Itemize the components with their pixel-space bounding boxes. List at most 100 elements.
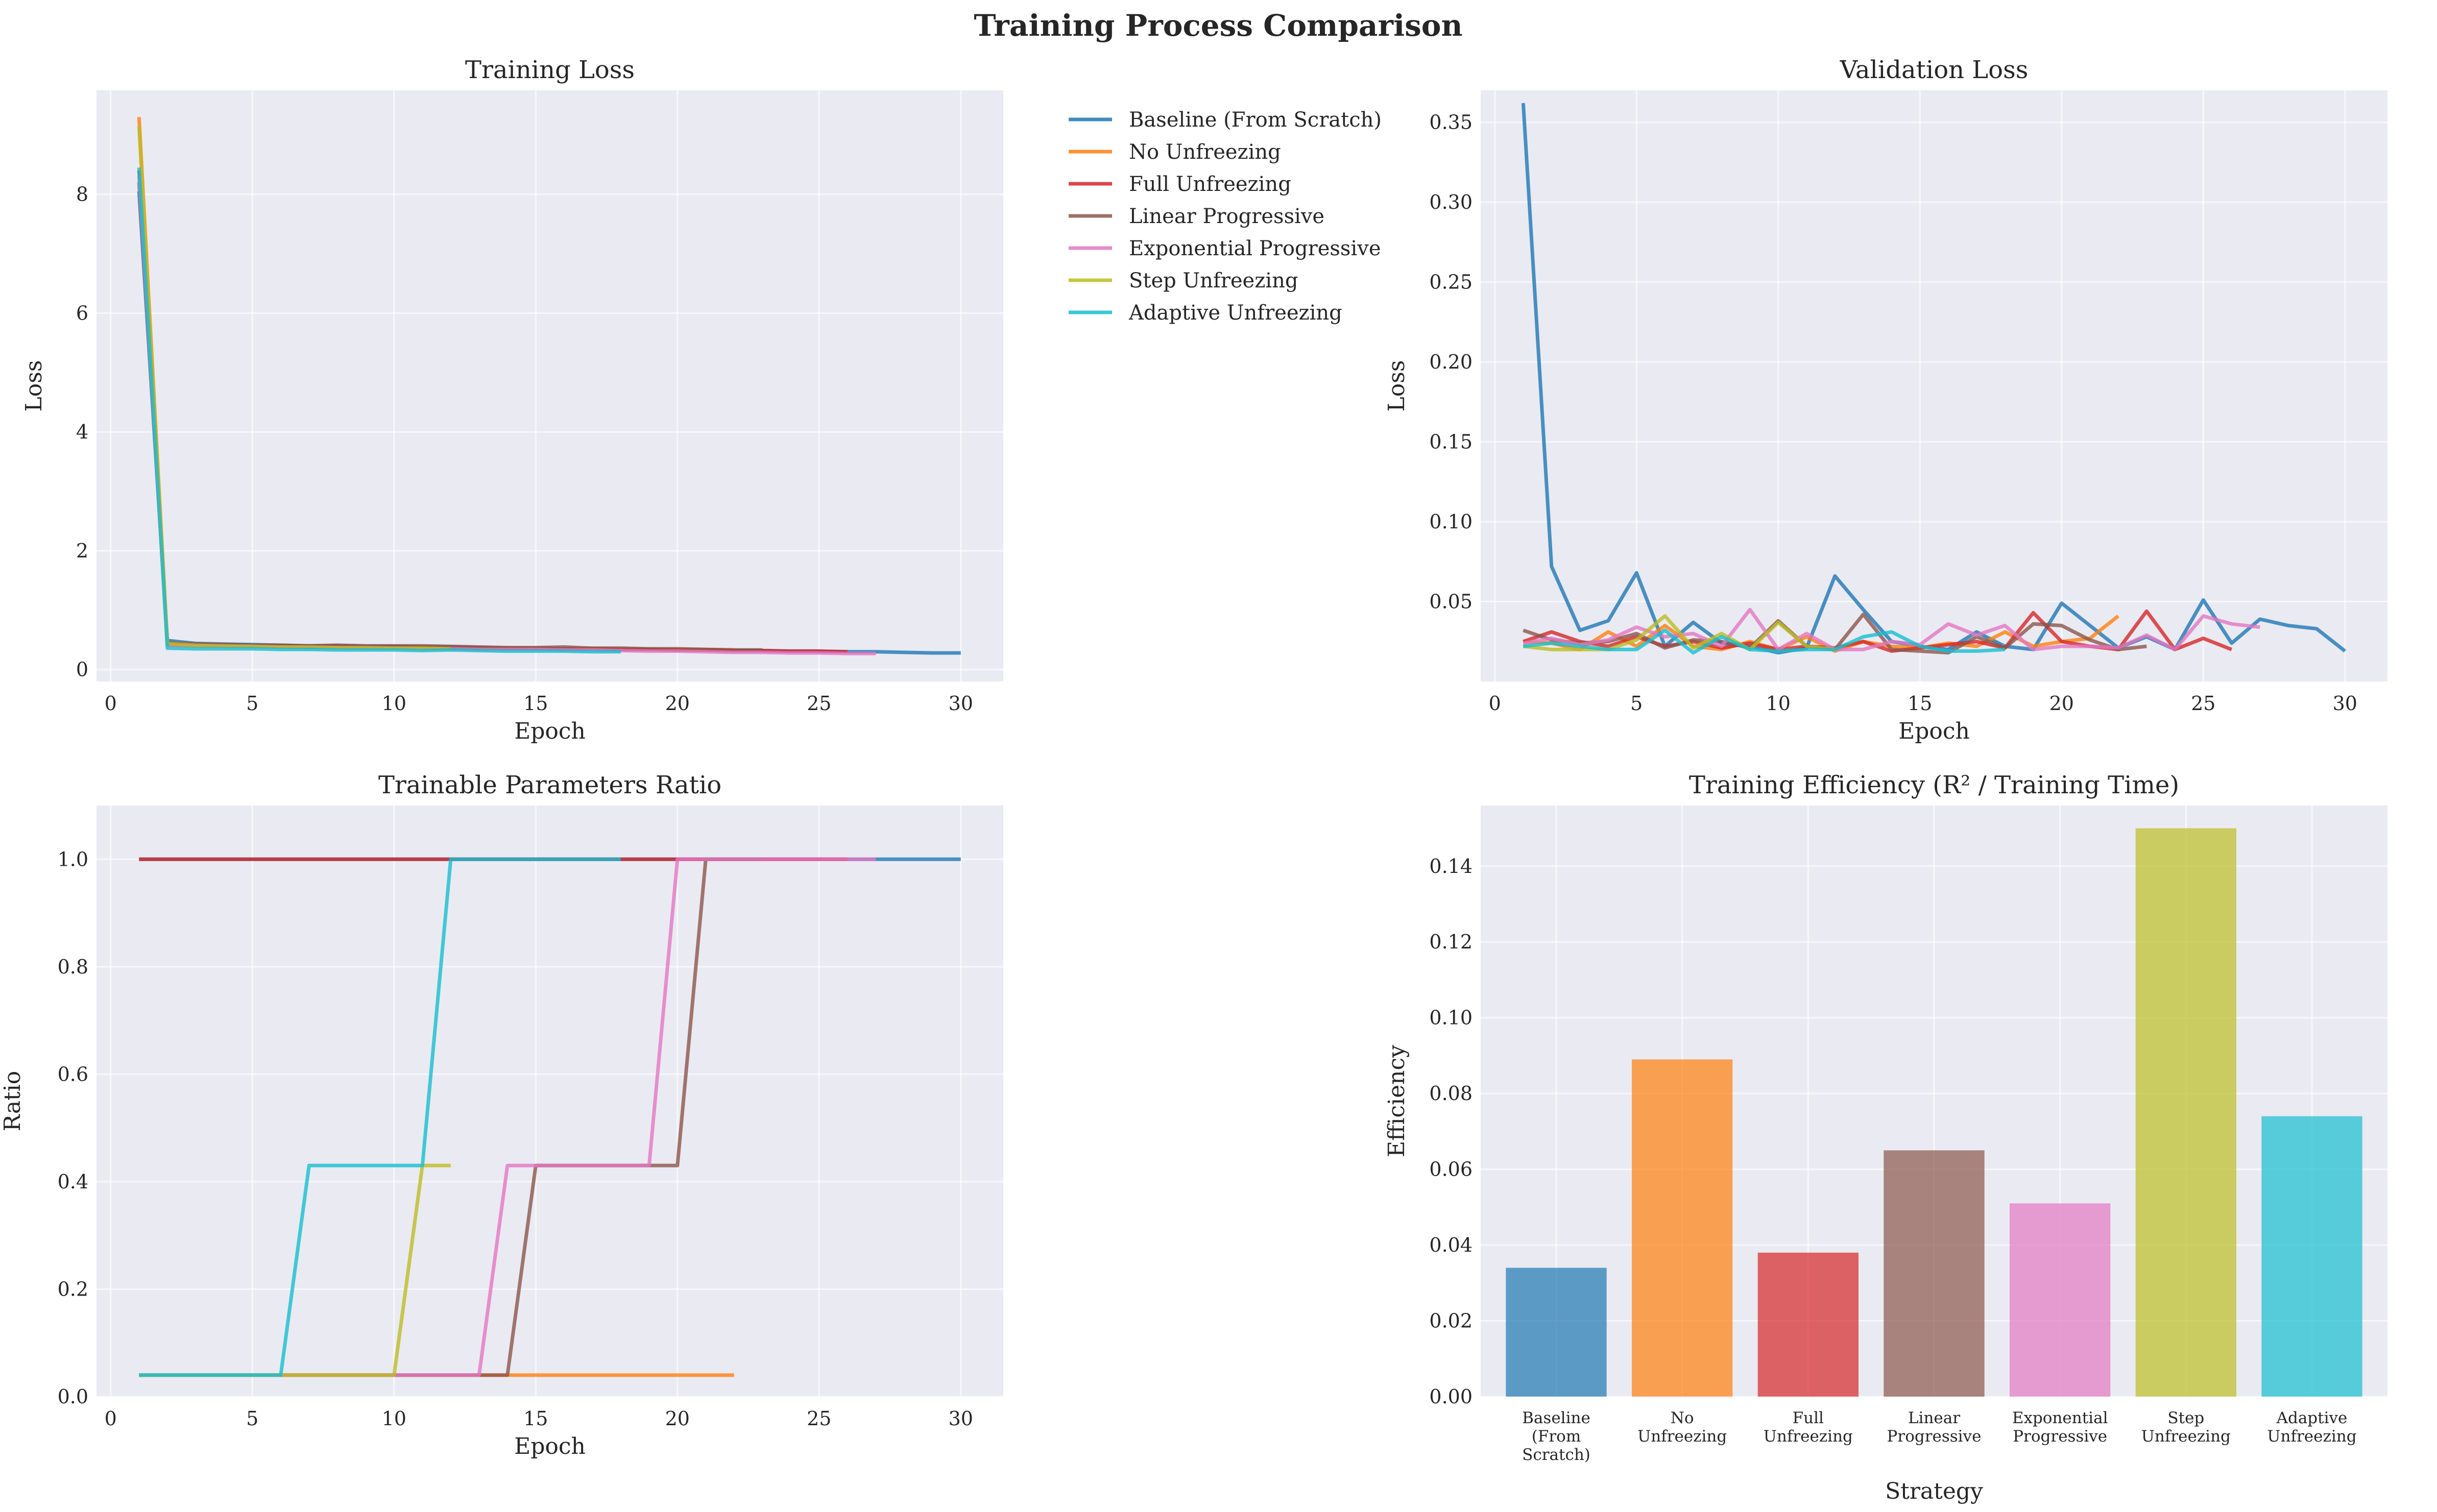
panel-title: Trainable Parameters Ratio bbox=[378, 771, 721, 799]
x-tick-label: Baseline (From Scratch) bbox=[1522, 1409, 1590, 1464]
x-tick-label: 30 bbox=[949, 1407, 973, 1430]
x-tick-label: 20 bbox=[665, 692, 690, 715]
plot-area bbox=[1481, 90, 2387, 681]
y-tick-label: 0.6 bbox=[58, 1063, 88, 1085]
bar bbox=[1632, 1059, 1733, 1397]
x-axis-label: Epoch bbox=[1898, 718, 1970, 744]
x-axis-label: Epoch bbox=[514, 1433, 586, 1459]
x-tick-label: No Unfreezing bbox=[1637, 1409, 1727, 1446]
y-tick-label: 0.12 bbox=[1429, 931, 1473, 953]
legend-entry: Step Unfreezing bbox=[1069, 269, 1298, 292]
y-tick-label: 0.8 bbox=[58, 956, 88, 978]
x-tick-label: 25 bbox=[2191, 692, 2215, 715]
bar bbox=[1506, 1267, 1607, 1397]
x-tick-label: 25 bbox=[807, 1407, 831, 1430]
x-tick-label: 5 bbox=[1630, 692, 1643, 715]
y-tick-label: 4 bbox=[76, 421, 88, 443]
y-tick-label: 0.10 bbox=[1429, 510, 1473, 533]
x-tick-label: 10 bbox=[382, 1407, 406, 1430]
series-line bbox=[1523, 628, 2005, 655]
series-line bbox=[1523, 614, 1836, 651]
y-tick-label: 0.00 bbox=[1429, 1385, 1473, 1408]
legend: Baseline (From Scratch) No Unfreezing Full… bbox=[1069, 108, 1382, 325]
x-tick-label: 20 bbox=[665, 1407, 690, 1430]
x-tick-label: 30 bbox=[2333, 692, 2357, 715]
x-tick-label: 5 bbox=[246, 1407, 258, 1430]
y-tick-label: 0 bbox=[76, 659, 88, 681]
legend-entry: Linear Progressive bbox=[1069, 205, 1324, 228]
series-line bbox=[137, 126, 451, 651]
x-tick-label: Step Unfreezing bbox=[2141, 1409, 2231, 1446]
legend-entry: Baseline (From Scratch) bbox=[1069, 108, 1382, 132]
y-tick-label: 0.0 bbox=[58, 1385, 88, 1408]
x-tick-label: 30 bbox=[949, 692, 973, 715]
y-axis-label: Loss bbox=[21, 360, 47, 412]
legend-label: No Unfreezing bbox=[1129, 140, 1281, 164]
x-tick-label: 5 bbox=[246, 692, 258, 715]
x-tick-label: 10 bbox=[1766, 692, 1791, 715]
y-tick-label: 0.04 bbox=[1429, 1234, 1473, 1256]
legend-entry: Adaptive Unfreezing bbox=[1069, 301, 1342, 325]
bar bbox=[2261, 1116, 2362, 1397]
legend-label: Baseline (From Scratch) bbox=[1129, 108, 1382, 132]
x-tick-label: 20 bbox=[2049, 692, 2074, 715]
y-tick-label: 8 bbox=[76, 183, 88, 206]
y-tick-label: 6 bbox=[76, 302, 88, 324]
y-tick-label: 0.10 bbox=[1429, 1007, 1473, 1029]
legend-label: Step Unfreezing bbox=[1129, 269, 1298, 292]
legend-label: Exponential Progressive bbox=[1129, 237, 1381, 260]
y-tick-label: 0.15 bbox=[1429, 431, 1473, 453]
legend-label: Adaptive Unfreezing bbox=[1128, 301, 1342, 325]
y-tick-label: 1.0 bbox=[58, 848, 88, 870]
chart-val: 0.05 0.10 0.15 0.20 0.25 0.30 0.35 0 5 10 15 20 25 30… bbox=[1384, 56, 2387, 744]
y-tick-label: 0.08 bbox=[1429, 1082, 1473, 1105]
legend-label: Linear Progressive bbox=[1129, 205, 1324, 228]
y-tick-label: 0.4 bbox=[58, 1170, 88, 1193]
y-axis-label: Ratio bbox=[0, 1071, 26, 1132]
y-tick-label: 2 bbox=[76, 540, 88, 562]
x-tick-label: 10 bbox=[382, 692, 406, 715]
y-tick-label: 0.2 bbox=[58, 1278, 88, 1300]
y-axis-label: Efficiency bbox=[1384, 1045, 1410, 1157]
y-tick-label: 0.05 bbox=[1429, 591, 1473, 613]
y-tick-label: 0.30 bbox=[1429, 191, 1473, 213]
x-tick-label: 0 bbox=[105, 1407, 117, 1430]
y-tick-label: 0.02 bbox=[1429, 1310, 1473, 1332]
x-tick-label: Linear Progressive bbox=[1887, 1409, 1982, 1446]
x-tick-label: 15 bbox=[1908, 692, 1932, 715]
panel-title: Validation Loss bbox=[1840, 56, 2029, 84]
plot-area bbox=[96, 90, 1003, 681]
chart-ratio: 0.0 0.2 0.4 0.6 0.8 1.0 0 5 10 15 20 25 30 Trainable … bbox=[0, 771, 1003, 1459]
figure-suptitle: Training Process Comparison bbox=[974, 8, 1462, 43]
bar bbox=[1884, 1150, 1985, 1397]
x-tick-label: 15 bbox=[523, 692, 548, 715]
plot-area bbox=[96, 806, 1003, 1397]
y-tick-label: 0.25 bbox=[1429, 271, 1473, 294]
x-tick-label: 15 bbox=[523, 1407, 548, 1430]
x-axis-label: Strategy bbox=[1885, 1478, 1983, 1504]
x-tick-label: 0 bbox=[1489, 692, 1501, 715]
series-line bbox=[137, 167, 621, 654]
panel-title: Training Efficiency (R² / Training Time) bbox=[1689, 771, 2179, 799]
x-tick-label: Exponential Progressive bbox=[2012, 1409, 2108, 1446]
bar bbox=[1757, 1252, 1859, 1397]
y-tick-label: 0.14 bbox=[1429, 855, 1473, 877]
series-line bbox=[139, 857, 621, 1377]
chart-train: 0 2 4 6 8 0 5 10 15 20 25 30 Training Loss Epoch Loss bbox=[21, 56, 1003, 744]
bar bbox=[2135, 828, 2236, 1397]
series-line bbox=[139, 857, 876, 1377]
y-axis-label: Loss bbox=[1384, 360, 1410, 412]
x-tick-label: 0 bbox=[105, 692, 117, 715]
y-tick-label: 0.20 bbox=[1429, 351, 1473, 373]
legend-label: Full Unfreezing bbox=[1129, 173, 1291, 196]
chart-eff: 0.00 0.02 0.04 0.06 0.08 0.10 0.12 0.14 Baseline… bbox=[1384, 771, 2387, 1504]
bar bbox=[2010, 1203, 2111, 1397]
x-axis-label: Epoch bbox=[514, 718, 586, 744]
legend-entry: Exponential Progressive bbox=[1069, 237, 1381, 260]
x-tick-label: 25 bbox=[807, 692, 831, 715]
panel-title: Training Loss bbox=[465, 56, 635, 84]
legend-entry: No Unfreezing bbox=[1069, 140, 1281, 164]
y-tick-label: 0.35 bbox=[1429, 111, 1473, 134]
x-tick-label: Adaptive Unfreezing bbox=[2267, 1409, 2356, 1446]
